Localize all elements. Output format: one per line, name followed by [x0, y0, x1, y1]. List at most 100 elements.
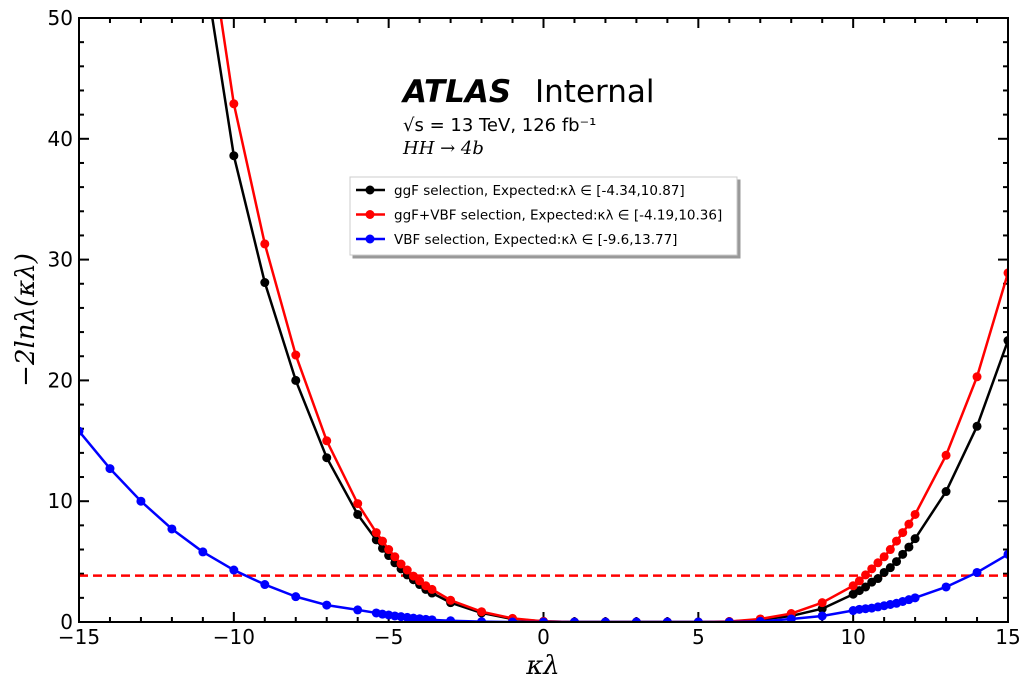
data-point: [885, 563, 895, 573]
data-point: [972, 567, 982, 577]
status-label: Internal: [535, 74, 654, 110]
data-point: [136, 496, 146, 506]
data-point: [105, 464, 115, 474]
data-point: [873, 574, 883, 584]
legend-marker: [365, 210, 375, 219]
data-point: [291, 592, 301, 602]
x-tick-label: 15: [995, 625, 1020, 649]
data-point: [854, 576, 864, 586]
data-point: [885, 545, 895, 555]
data-point: [1003, 268, 1008, 278]
data-point: [322, 453, 332, 463]
data-point: [427, 584, 437, 594]
data-point: [861, 570, 871, 580]
data-point: [539, 617, 548, 622]
y-tick-label: 50: [48, 6, 73, 30]
x-tick-labels: −15 −10 −5 0 5 10 15: [58, 625, 1021, 649]
data-point: [508, 617, 518, 622]
data-point: [662, 617, 672, 622]
data-point: [390, 552, 400, 562]
y-tick-labels: 0 10 20 30 40 50: [48, 6, 73, 634]
data-point: [402, 565, 412, 575]
data-point: [693, 617, 703, 622]
y-tick-label: 30: [48, 248, 73, 272]
x-tick-label: −5: [374, 625, 403, 649]
data-point: [898, 528, 908, 538]
series-line: [79, 430, 1008, 622]
data-point: [972, 421, 982, 431]
data-point: [910, 593, 920, 603]
data-point: [904, 542, 914, 552]
data-point: [755, 616, 765, 622]
y-axis-label: −2lnλ(κλ): [11, 253, 41, 387]
y-tick-label: 10: [48, 489, 73, 513]
data-point: [384, 545, 394, 555]
series-group: [79, 18, 1008, 622]
data-point: [873, 558, 883, 568]
data-point: [786, 614, 796, 622]
data-point: [941, 487, 951, 497]
data-point: [396, 559, 406, 569]
data-point: [353, 605, 363, 615]
data-point: [291, 350, 301, 360]
data-point: [817, 598, 827, 608]
data-point: [198, 547, 208, 557]
data-point: [167, 524, 177, 534]
data-point: [353, 499, 363, 509]
data-point: [867, 564, 877, 574]
data-point: [446, 595, 456, 605]
energy-label: √s = 13 TeV, 126 fb⁻¹: [403, 115, 596, 136]
data-point: [848, 581, 858, 591]
data-point: [569, 617, 579, 622]
data-point: [861, 582, 871, 592]
data-point: [229, 151, 239, 161]
data-point: [724, 617, 734, 622]
x-tick-label: 10: [840, 625, 865, 649]
atlas-label-block: ATLAS Internal √s = 13 TeV, 126 fb⁻¹ HH …: [400, 74, 654, 159]
data-point: [371, 528, 381, 538]
data-point: [229, 565, 239, 575]
legend-label: ggF+VBF selection, Expected:κλ ∈ [-4.19,…: [394, 208, 722, 224]
y-tick-label: 0: [60, 610, 73, 634]
data-point: [477, 617, 487, 622]
data-point: [631, 617, 641, 622]
legend: ggF selection, Expected:κλ ∈ [-4.34,10.8…: [349, 176, 738, 256]
y-tick-label: 40: [48, 127, 73, 151]
data-point: [79, 426, 84, 436]
data-point: [1003, 336, 1008, 346]
data-point: [260, 278, 270, 288]
data-point: [427, 615, 437, 622]
data-point: [415, 576, 425, 586]
data-point: [892, 536, 902, 546]
plot-frame: [78, 17, 1009, 623]
data-point: [322, 600, 332, 610]
data-point: [817, 611, 827, 621]
data-point: [941, 450, 951, 460]
x-tick-label: −10: [213, 625, 255, 649]
data-point: [600, 617, 610, 622]
data-point: [353, 509, 363, 519]
data-point: [892, 557, 902, 567]
data-point: [229, 99, 239, 109]
data-point: [1003, 549, 1008, 559]
legend-label: VBF selection, Expected:κλ ∈ [-9.6,13.77…: [394, 232, 677, 248]
x-tick-label: 0: [537, 625, 550, 649]
process-label: HH → 4b: [402, 138, 484, 159]
x-tick-label: −15: [58, 625, 100, 649]
data-point: [260, 239, 270, 249]
data-point: [910, 509, 920, 519]
data-point: [879, 567, 889, 577]
data-point: [941, 582, 951, 592]
x-axis-label: κλ: [525, 651, 560, 681]
x-tick-label: 5: [692, 625, 705, 649]
data-point: [446, 616, 456, 622]
data-point: [879, 552, 889, 562]
data-point: [291, 375, 301, 385]
legend-marker: [365, 234, 375, 244]
data-point: [904, 519, 914, 529]
data-point: [910, 534, 920, 544]
data-point: [477, 607, 487, 617]
legend-marker: [365, 185, 375, 195]
legend-label: ggF selection, Expected:κλ ∈ [-4.34,10.8…: [394, 183, 685, 199]
